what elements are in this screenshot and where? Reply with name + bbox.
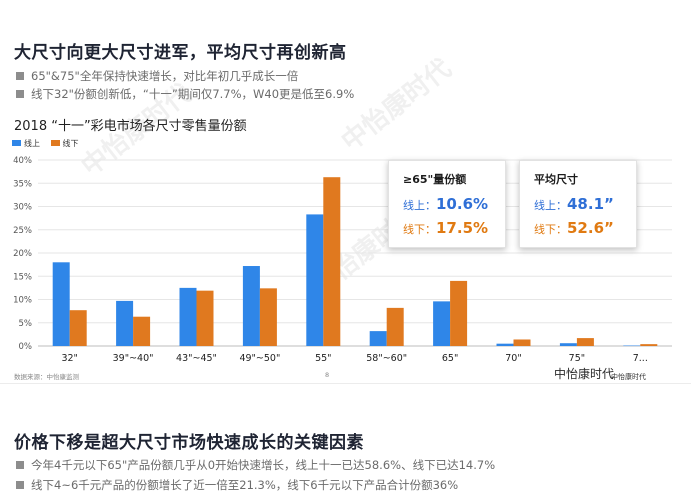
- y-tick-label: 40%: [13, 156, 32, 166]
- bullet-square-icon: [16, 461, 24, 469]
- bar-offline: [69, 310, 87, 346]
- share-online-value: 10.6%: [436, 195, 489, 213]
- legend-swatch: [50, 140, 60, 146]
- share-card: ≥65"量份额 线上：10.6% 线下：17.5%: [388, 160, 506, 248]
- x-tick-label: 32": [61, 353, 77, 364]
- share-offline-value: 17.5%: [436, 219, 489, 237]
- bullet-square-icon: [16, 72, 24, 80]
- legend-item-offline: 线下: [50, 139, 79, 148]
- y-tick-label: 35%: [13, 179, 32, 189]
- y-tick-label: 5%: [19, 319, 33, 329]
- bullet-text: 线下32"份额创新低，“十一”期间仅7.7%，W40更是低至6.9%: [31, 87, 355, 101]
- bullet-square-icon: [16, 90, 24, 98]
- avg-size-card: 平均尺寸 线上：48.1” 线下：52.6”: [519, 160, 637, 248]
- bar-online: [369, 331, 387, 346]
- bar-online: [623, 345, 641, 347]
- bar-offline: [640, 344, 658, 346]
- avg-offline-row: 线下：52.6”: [534, 219, 614, 237]
- y-tick-label: 20%: [13, 249, 32, 259]
- bullet-text: 线下4~6千元产品的份额增长了近一倍至21.3%，线下6千元以下产品合计份额36…: [31, 478, 459, 492]
- bar-offline: [513, 339, 531, 346]
- divider: [0, 383, 691, 384]
- bar-online: [433, 301, 451, 346]
- legend-swatch: [12, 140, 21, 146]
- bar-online: [306, 214, 324, 346]
- bar-online: [116, 300, 134, 346]
- page-number: 8: [325, 371, 330, 379]
- legend-label: 线上: [24, 139, 40, 148]
- legend-label: 线下: [62, 139, 79, 148]
- bullet-item: 线下32"份额创新低，“十一”期间仅7.7%，W40更是低至6.9%: [16, 86, 354, 102]
- x-tick-label: 58"~60": [366, 353, 407, 364]
- brand-logo-text: 中怡康时代: [611, 373, 646, 381]
- y-tick-label: 30%: [13, 203, 32, 213]
- y-tick-label: 0%: [19, 342, 33, 352]
- avg-online-value: 48.1”: [567, 195, 614, 213]
- bar-online: [52, 262, 70, 346]
- bar-offline: [450, 280, 468, 346]
- x-tick-label: 65": [442, 353, 458, 364]
- x-tick-label: 39"~40": [113, 353, 154, 364]
- avg-offline-value: 52.6”: [567, 219, 614, 237]
- bar-online: [242, 266, 260, 346]
- bar-online: [496, 343, 514, 346]
- y-tick-label: 15%: [13, 272, 32, 282]
- bar-offline: [386, 307, 404, 346]
- data-source: 数据来源：中怡康监测: [14, 373, 79, 381]
- bullet-item: 线下4~6千元产品的份额增长了近一倍至21.3%，线下6千元以下产品合计份额36…: [16, 477, 458, 493]
- x-tick-label: 55": [315, 353, 331, 364]
- avg-online-row: 线上：48.1”: [534, 195, 614, 213]
- chart-title: 2018 “十一”彩电市场各尺寸零售量份额: [14, 119, 247, 134]
- bar-online: [559, 343, 577, 346]
- share-online-label: 线上：: [403, 199, 436, 212]
- bar-offline: [133, 316, 151, 346]
- x-tick-label: 70": [505, 353, 521, 364]
- share-card-title: ≥65"量份额: [403, 173, 467, 186]
- avg-online-label: 线上：: [534, 199, 567, 212]
- share-online-row: 线上：10.6%: [403, 195, 488, 213]
- bar-offline: [196, 290, 214, 346]
- bullet-square-icon: [16, 481, 24, 489]
- bar-offline: [323, 177, 341, 346]
- legend-item-online: 线上: [12, 139, 40, 148]
- x-tick-label: 43"~45": [176, 353, 217, 364]
- avg-offline-label: 线下：: [534, 223, 567, 236]
- x-tick-label: 49"~50": [239, 353, 280, 364]
- bar-online: [179, 287, 197, 346]
- x-tick-label: 7...: [633, 353, 648, 364]
- brand-watermark: 中怡康时代: [554, 367, 615, 381]
- bullet-text: 65"&75"全年保持快速增长，对比年初几乎成长一倍: [31, 69, 299, 83]
- bullet-text: 今年4千元以下65"产品份额几乎从0开始快速增长，线上十一已达58.6%、线下已…: [31, 458, 496, 472]
- bullet-item: 今年4千元以下65"产品份额几乎从0开始快速增长，线上十一已达58.6%、线下已…: [16, 457, 495, 473]
- share-offline-label: 线下：: [403, 223, 436, 236]
- bullet-item: 65"&75"全年保持快速增长，对比年初几乎成长一倍: [16, 68, 298, 84]
- x-tick-label: 75": [569, 353, 585, 364]
- bar-offline: [576, 338, 594, 346]
- chart-legend: 线上 线下: [12, 138, 87, 149]
- page-heading: 大尺寸向更大尺寸进军，平均尺寸再创新高: [14, 43, 347, 63]
- y-tick-label: 10%: [13, 296, 32, 306]
- share-offline-row: 线下：17.5%: [403, 219, 488, 237]
- bar-offline: [259, 288, 277, 346]
- page-heading: 价格下移是超大尺寸市场快速成长的关键因素: [14, 433, 364, 453]
- avg-card-title: 平均尺寸: [534, 173, 578, 186]
- y-tick-label: 25%: [13, 226, 32, 236]
